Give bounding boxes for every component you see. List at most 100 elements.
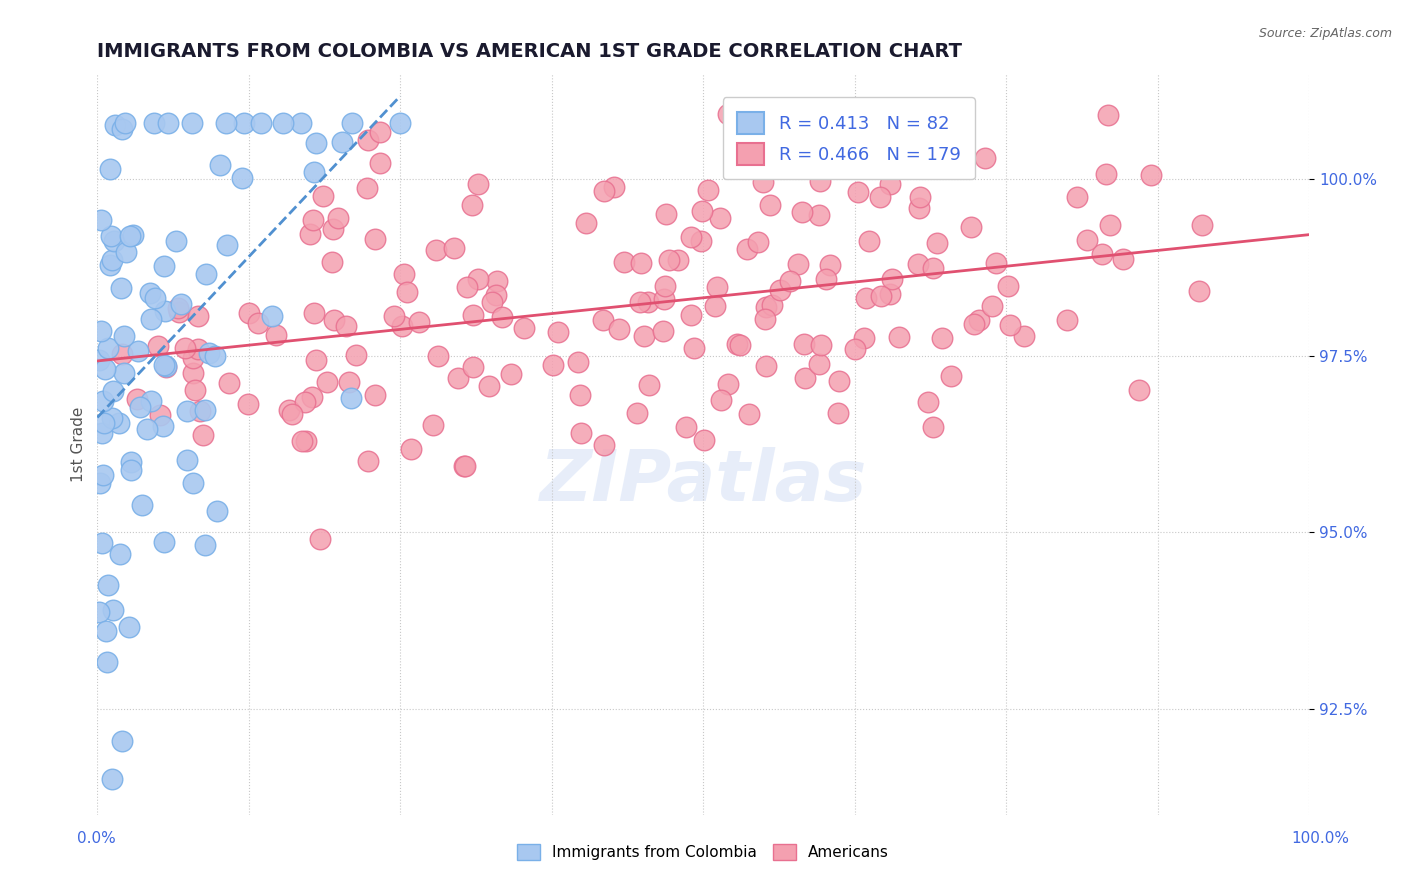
Point: [787, 257, 810, 271]
Point: [499, 367, 522, 381]
Point: [231, 170, 253, 185]
Point: [302, 165, 325, 179]
Point: [984, 256, 1007, 270]
Point: [155, 359, 177, 374]
Point: [96, 656, 118, 670]
Point: [848, 185, 870, 199]
Point: [917, 395, 939, 409]
Text: 100.0%: 100.0%: [1292, 831, 1350, 846]
Point: [143, 291, 166, 305]
Point: [356, 133, 378, 147]
Text: 0.0%: 0.0%: [77, 831, 117, 846]
Point: [683, 341, 706, 355]
Point: [717, 107, 740, 121]
Point: [181, 476, 204, 491]
Text: IMMIGRANTS FROM COLOMBIA VS AMERICAN 1ST GRADE CORRELATION CHART: IMMIGRANTS FROM COLOMBIA VS AMERICAN 1ST…: [97, 42, 962, 61]
Point: [962, 318, 984, 332]
Point: [389, 116, 412, 130]
Point: [461, 198, 484, 212]
Point: [87, 605, 110, 619]
Point: [1188, 284, 1211, 298]
Point: [747, 235, 769, 249]
Point: [717, 377, 740, 392]
Point: [485, 287, 508, 301]
Point: [321, 255, 343, 269]
Point: [808, 357, 831, 371]
Point: [793, 337, 815, 351]
Point: [264, 327, 287, 342]
Point: [290, 116, 312, 130]
Point: [121, 455, 143, 469]
Point: [148, 339, 170, 353]
Point: [295, 434, 318, 449]
Point: [855, 291, 877, 305]
Point: [463, 308, 485, 322]
Text: ZIPatlas: ZIPatlas: [540, 447, 868, 516]
Point: [666, 253, 689, 268]
Point: [118, 229, 141, 244]
Point: [340, 392, 363, 406]
Point: [335, 319, 357, 334]
Point: [246, 316, 269, 330]
Point: [91, 393, 114, 408]
Point: [183, 351, 205, 366]
Point: [814, 272, 837, 286]
Point: [101, 772, 124, 787]
Point: [301, 213, 323, 227]
Point: [218, 376, 240, 390]
Point: [110, 281, 132, 295]
Point: [301, 391, 323, 405]
Point: [696, 183, 718, 197]
Point: [425, 243, 447, 257]
Point: [607, 321, 630, 335]
Point: [187, 309, 209, 323]
Point: [176, 404, 198, 418]
Point: [794, 371, 817, 385]
Point: [769, 284, 792, 298]
Text: Source: ZipAtlas.com: Source: ZipAtlas.com: [1258, 27, 1392, 40]
Point: [157, 116, 180, 130]
Point: [396, 285, 419, 299]
Point: [443, 241, 465, 255]
Point: [97, 341, 120, 355]
Point: [305, 353, 328, 368]
Point: [90, 425, 112, 440]
Point: [461, 359, 484, 374]
Point: [214, 116, 236, 130]
Point: [453, 458, 475, 473]
Point: [100, 228, 122, 243]
Point: [755, 300, 778, 314]
Point: [675, 420, 697, 434]
Point: [277, 403, 299, 417]
Point: [456, 280, 478, 294]
Point: [1095, 167, 1118, 181]
Point: [637, 377, 659, 392]
Point: [808, 208, 831, 222]
Point: [122, 228, 145, 243]
Point: [939, 368, 962, 383]
Point: [879, 287, 901, 301]
Point: [882, 272, 904, 286]
Point: [486, 274, 509, 288]
Point: [291, 434, 314, 449]
Point: [513, 321, 536, 335]
Point: [260, 309, 283, 323]
Point: [322, 313, 344, 327]
Point: [316, 376, 339, 390]
Point: [152, 418, 174, 433]
Legend: Immigrants from Colombia, Americans: Immigrants from Colombia, Americans: [512, 838, 894, 866]
Point: [655, 207, 678, 221]
Point: [454, 459, 477, 474]
Point: [115, 245, 138, 260]
Point: [866, 128, 889, 143]
Point: [170, 297, 193, 311]
Point: [344, 348, 367, 362]
Point: [709, 211, 731, 225]
Point: [967, 313, 990, 327]
Point: [204, 349, 226, 363]
Point: [960, 220, 983, 235]
Point: [176, 452, 198, 467]
Point: [191, 427, 214, 442]
Point: [120, 463, 142, 477]
Point: [322, 221, 344, 235]
